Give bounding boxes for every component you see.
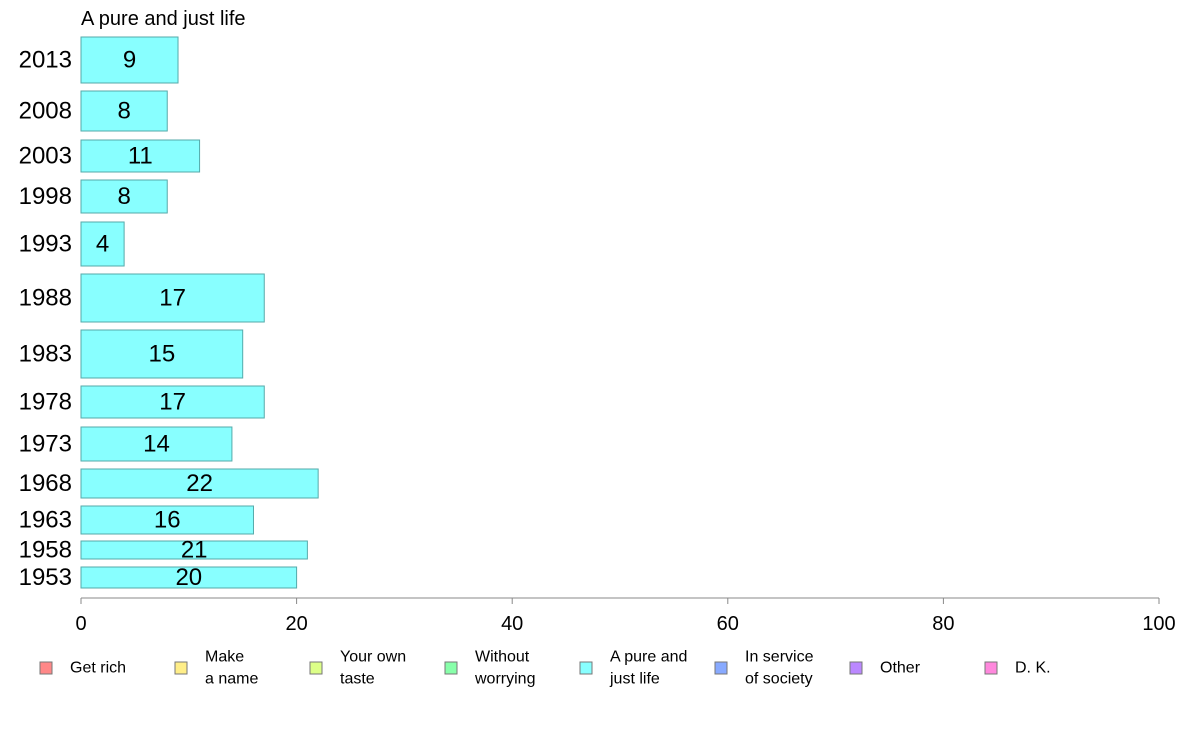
year-label-1993: 1993: [19, 231, 72, 258]
legend-label-3-1: worrying: [474, 671, 535, 688]
legend-label-5-1: of society: [745, 671, 813, 688]
year-label-1968: 1968: [19, 470, 72, 497]
bar-value-1993: 4: [96, 231, 109, 258]
bar-1998: [80, 179, 168, 214]
bar-value-2008: 8: [117, 98, 130, 125]
legend-label-4-1: just life: [609, 671, 660, 688]
bar-value-1968: 22: [186, 470, 213, 497]
legend-label-0-0: Get rich: [70, 660, 126, 677]
legend-swatch-0: [39, 661, 53, 675]
legend: Get rich Make a name Your own taste Without wo…: [39, 649, 1051, 688]
bar-value-1988: 17: [159, 285, 186, 312]
year-label-2003: 2003: [19, 143, 72, 170]
bar-value-1978: 17: [159, 389, 186, 416]
x-tick-label-0: 0: [75, 613, 86, 635]
year-label-1963: 1963: [19, 507, 72, 534]
legend-swatch-2: [309, 661, 323, 675]
bar-2008: [80, 90, 168, 132]
bar-1978: [80, 385, 265, 419]
legend-label-2-0: Your own: [340, 649, 406, 666]
bar-1973: [80, 426, 233, 462]
bar-value-2013: 9: [123, 47, 136, 74]
bar-1968: [80, 468, 319, 499]
bar-value-1958: 21: [181, 537, 208, 564]
legend-swatch-1: [174, 661, 188, 675]
bar-2003: [80, 139, 201, 173]
chart-title: A pure and just life: [81, 8, 246, 30]
x-tick-label-60: 60: [717, 613, 739, 635]
legend-label-3-0: Without: [475, 649, 530, 666]
legend-label-1-1: a name: [205, 671, 258, 688]
legend-swatch-7: [984, 661, 998, 675]
year-label-1953: 1953: [19, 564, 72, 591]
bar-value-1983: 15: [148, 341, 175, 368]
bar-1963: [80, 505, 254, 535]
legend-swatch-4: [579, 661, 593, 675]
legend-swatch-6: [849, 661, 863, 675]
year-label-1988: 1988: [19, 285, 72, 312]
legend-swatch-5: [714, 661, 728, 675]
year-label-1973: 1973: [19, 431, 72, 458]
bar-value-1963: 16: [154, 507, 181, 534]
bar-1958: [80, 540, 308, 560]
year-label-1998: 1998: [19, 183, 72, 210]
year-label-2008: 2008: [19, 98, 72, 125]
legend-label-1-0: Make: [205, 649, 244, 666]
legend-label-4-0: A pure and: [610, 649, 687, 666]
legend-swatch-3: [444, 661, 458, 675]
x-tick-label-40: 40: [501, 613, 523, 635]
bar-value-2003: 11: [128, 143, 153, 170]
x-tick-label-100: 100: [1142, 613, 1175, 635]
year-label-2013: 2013: [19, 47, 72, 74]
x-tick-label-20: 20: [285, 613, 307, 635]
bar-1988: [80, 273, 265, 323]
bar-value-1998: 8: [117, 183, 130, 210]
bar-1993: [80, 221, 125, 267]
bars: 2013 9 2008 8 2003 11 1998 8 1993 4 1988 17 1983 15 19…: [19, 36, 319, 591]
legend-label-5-0: In service: [745, 649, 814, 666]
x-tick-label-80: 80: [932, 613, 954, 635]
bar-1983: [80, 329, 244, 379]
bar-2013: [80, 36, 179, 84]
bar-value-1953: 20: [175, 564, 202, 591]
legend-label-6-0: Other: [880, 660, 921, 677]
year-label-1958: 1958: [19, 537, 72, 564]
year-label-1978: 1978: [19, 389, 72, 416]
bar-1953: [80, 566, 298, 589]
legend-label-2-1: taste: [340, 671, 375, 688]
x-axis: 0 20 40 60 80 100: [75, 597, 1176, 635]
bar-value-1973: 14: [143, 431, 170, 458]
year-label-1983: 1983: [19, 341, 72, 368]
legend-label-7-0: D. K.: [1015, 660, 1051, 677]
